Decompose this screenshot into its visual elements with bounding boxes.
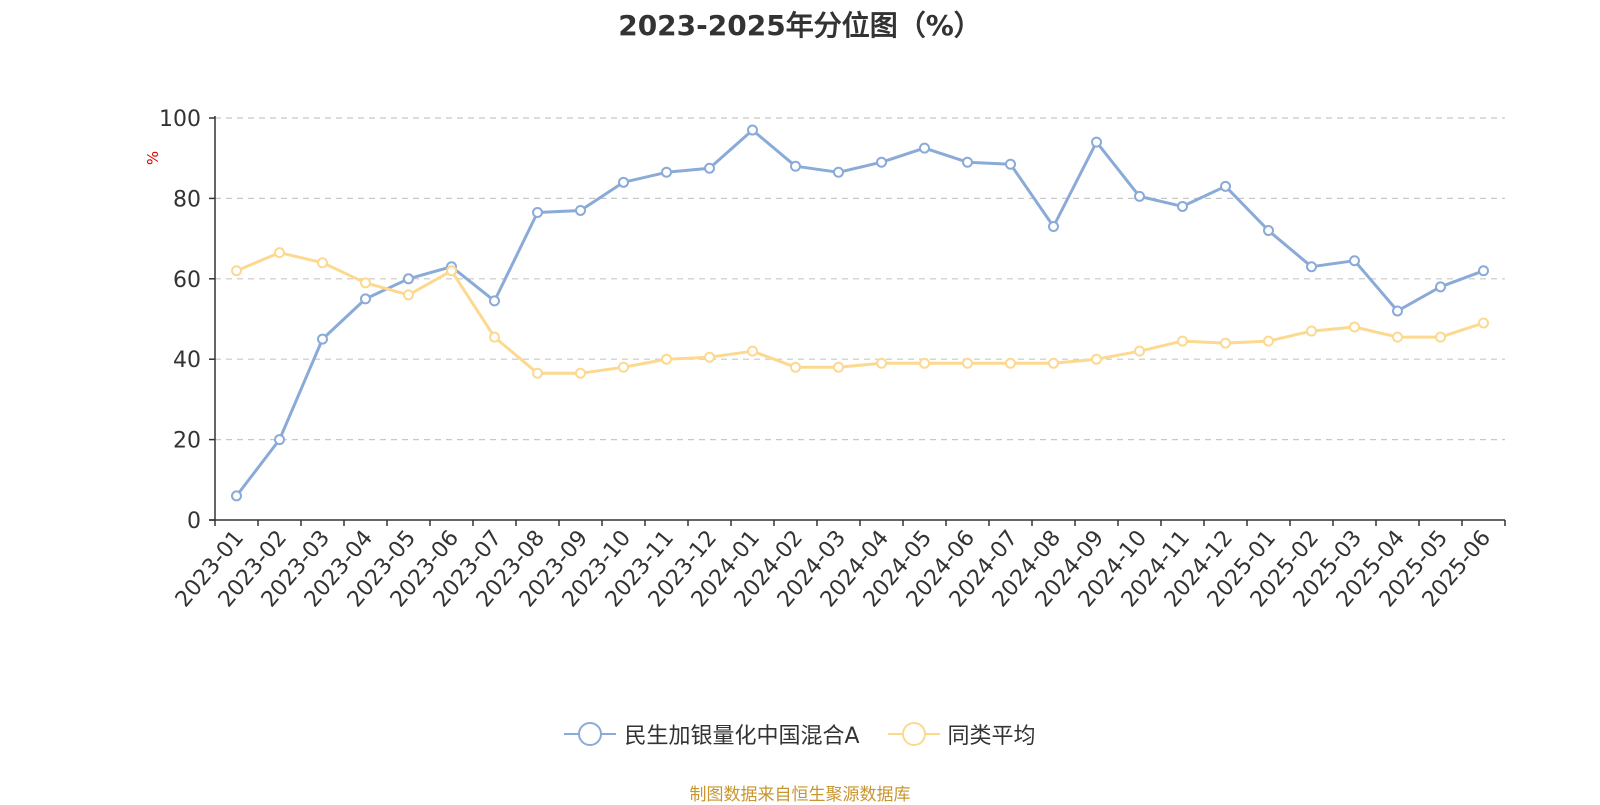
legend-label-series-1: 民生加银量化中国混合A xyxy=(624,724,860,749)
series-1-point[interactable] xyxy=(274,434,285,446)
series-2-point[interactable] xyxy=(1220,337,1231,349)
series-2-point[interactable] xyxy=(876,357,887,369)
series-1-point[interactable] xyxy=(532,206,543,218)
series-2-point[interactable] xyxy=(618,361,629,373)
series-1-point[interactable] xyxy=(1435,281,1446,293)
series-2-point[interactable] xyxy=(1048,357,1059,369)
series-2-point[interactable] xyxy=(489,331,500,343)
series-1-point[interactable] xyxy=(317,333,328,345)
series-2-point[interactable] xyxy=(1392,331,1403,343)
series-1-point[interactable] xyxy=(403,273,414,285)
series-2-point[interactable] xyxy=(446,265,457,277)
chart-title: 2023-2025年分位图（%） xyxy=(618,9,982,42)
series-1-point[interactable] xyxy=(661,166,672,178)
legend-label-series-2: 同类平均 xyxy=(947,724,1036,749)
series-1-point[interactable] xyxy=(747,124,758,136)
series-1-point[interactable] xyxy=(876,156,887,168)
series-1-point[interactable] xyxy=(1478,265,1489,277)
series-2-point[interactable] xyxy=(1263,335,1274,347)
series-2-point[interactable] xyxy=(360,277,371,289)
y-axis-label: % xyxy=(144,151,162,165)
series-1-point[interactable] xyxy=(618,176,629,188)
y-tick-label: 100 xyxy=(159,107,201,132)
series-2-point[interactable] xyxy=(661,353,672,365)
series-1-point[interactable] xyxy=(1005,158,1016,170)
series-1-point[interactable] xyxy=(1349,255,1360,267)
series-1-point[interactable] xyxy=(575,204,586,216)
series-2-point[interactable] xyxy=(274,247,285,259)
series-line-2 xyxy=(235,251,1484,375)
series-1-point[interactable] xyxy=(489,295,500,307)
series-2-point[interactable] xyxy=(1091,353,1102,365)
series-1-point[interactable] xyxy=(1220,180,1231,192)
series-1-point[interactable] xyxy=(1392,305,1403,317)
series-2-point[interactable] xyxy=(1478,317,1489,329)
series-1-point[interactable] xyxy=(1177,200,1188,212)
series-1-point[interactable] xyxy=(231,490,242,502)
series-2-point[interactable] xyxy=(1349,321,1360,333)
legend-item-series-1[interactable]: 民生加银量化中国混合A xyxy=(564,718,860,750)
series-1-point[interactable] xyxy=(704,162,715,174)
series-1-point[interactable] xyxy=(919,142,930,154)
legend-item-series-2[interactable]: 同类平均 xyxy=(887,718,1036,750)
legend: 民生加银量化中国混合A 同类平均 xyxy=(0,718,1600,750)
series-line-1 xyxy=(235,128,1485,497)
series-2-point[interactable] xyxy=(1177,335,1188,347)
series-1-point[interactable] xyxy=(1306,261,1317,273)
legend-swatch-series-1 xyxy=(564,720,617,748)
legend-swatch-series-2 xyxy=(887,720,940,748)
series-2-point[interactable] xyxy=(747,345,758,357)
series-2-point[interactable] xyxy=(1306,325,1317,337)
series-2-point[interactable] xyxy=(532,367,543,379)
series-2-point[interactable] xyxy=(1435,331,1446,343)
series-1-point[interactable] xyxy=(962,156,973,168)
series-2-point[interactable] xyxy=(919,357,930,369)
series-1-point[interactable] xyxy=(833,166,844,178)
series-2-point[interactable] xyxy=(704,351,715,363)
series-2-point[interactable] xyxy=(403,289,414,301)
series-1-point[interactable] xyxy=(790,160,801,172)
series-1-point[interactable] xyxy=(1048,221,1059,233)
y-tick-label: 0 xyxy=(187,509,201,534)
series-2-point[interactable] xyxy=(790,361,801,373)
series-2-point[interactable] xyxy=(1134,345,1145,357)
y-tick-label: 80 xyxy=(173,187,201,212)
series-2-point[interactable] xyxy=(1005,357,1016,369)
series-1-point[interactable] xyxy=(1091,136,1102,148)
series-2-point[interactable] xyxy=(575,367,586,379)
series-2-point[interactable] xyxy=(317,257,328,269)
series-2-point[interactable] xyxy=(833,361,844,373)
source-note: 制图数据来自恒生聚源数据库 xyxy=(689,785,911,805)
y-tick-label: 20 xyxy=(173,429,201,454)
series-2-point[interactable] xyxy=(231,265,242,277)
y-tick-label: 40 xyxy=(173,348,201,373)
series-2-point[interactable] xyxy=(962,357,973,369)
y-tick-label: 60 xyxy=(173,268,201,293)
series-1-point[interactable] xyxy=(1134,190,1145,202)
series-1-point[interactable] xyxy=(1263,225,1274,237)
series-1-point[interactable] xyxy=(360,293,371,305)
